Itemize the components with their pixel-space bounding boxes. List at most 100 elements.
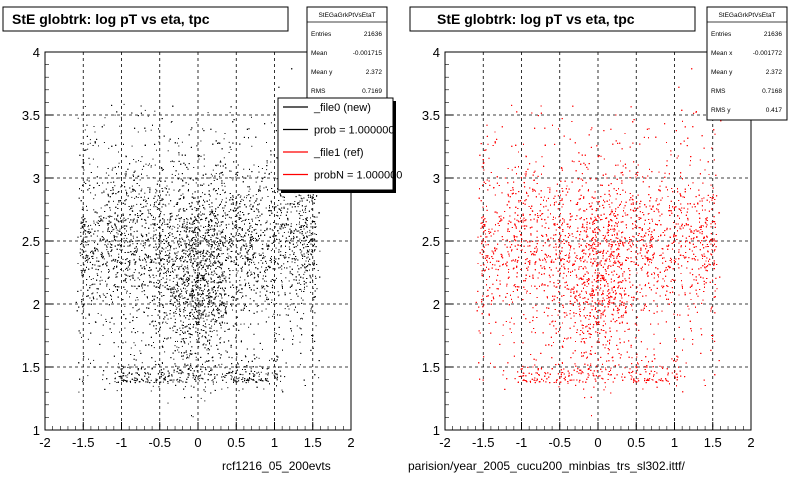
data-point <box>221 363 223 365</box>
data-point <box>135 377 137 379</box>
data-point <box>305 232 307 234</box>
data-point <box>189 230 190 232</box>
data-point <box>168 194 170 196</box>
data-point <box>235 305 237 307</box>
data-point <box>123 237 125 239</box>
data-point <box>100 276 102 278</box>
data-point <box>185 227 187 229</box>
data-point <box>165 247 167 249</box>
data-point <box>216 366 218 368</box>
data-point <box>195 182 197 184</box>
data-point <box>200 296 202 298</box>
data-point <box>177 240 178 242</box>
data-point <box>204 373 206 375</box>
data-point <box>148 213 150 214</box>
data-point <box>193 255 195 256</box>
data-point <box>137 299 139 301</box>
data-point <box>182 180 184 182</box>
data-point <box>120 244 122 246</box>
data-point <box>211 206 213 208</box>
data-point <box>265 207 267 209</box>
data-point <box>84 129 86 131</box>
data-point <box>194 284 196 286</box>
data-point <box>213 373 215 375</box>
data-point <box>200 236 201 238</box>
data-point <box>186 278 187 280</box>
data-point <box>188 357 190 359</box>
data-point <box>199 377 201 379</box>
data-point <box>266 243 268 245</box>
data-point <box>318 377 320 379</box>
data-point <box>184 225 186 227</box>
data-point <box>260 260 262 261</box>
data-point <box>220 327 222 329</box>
data-point <box>90 192 92 194</box>
data-point <box>282 223 284 225</box>
data-point <box>137 131 139 133</box>
data-point <box>110 255 112 257</box>
data-point <box>258 235 259 237</box>
data-point <box>205 313 207 315</box>
data-point <box>201 237 203 239</box>
data-point <box>189 355 190 357</box>
title-box <box>2 6 289 32</box>
data-point <box>224 374 226 376</box>
data-point <box>262 348 263 350</box>
data-point <box>135 250 137 252</box>
data-point <box>119 243 121 245</box>
data-point <box>289 254 291 256</box>
data-point <box>205 229 207 231</box>
data-point <box>84 271 86 273</box>
data-point <box>176 142 178 144</box>
data-point <box>209 211 211 213</box>
data-point <box>274 373 276 374</box>
data-point <box>185 279 187 281</box>
data-point <box>287 240 289 242</box>
data-point <box>201 314 203 316</box>
scatter-points <box>75 68 322 418</box>
data-point <box>316 216 318 218</box>
data-point <box>299 238 301 240</box>
data-point <box>210 345 212 347</box>
data-point <box>192 251 194 253</box>
data-point <box>180 293 182 295</box>
data-point <box>185 302 187 304</box>
data-point <box>279 266 281 268</box>
data-point <box>247 253 249 255</box>
data-point <box>162 374 164 376</box>
data-point <box>184 332 186 334</box>
data-point <box>221 303 223 304</box>
data-point <box>234 376 236 378</box>
data-point <box>253 164 255 166</box>
data-point <box>310 217 311 219</box>
data-point <box>128 251 130 253</box>
data-point <box>243 196 245 198</box>
data-point <box>192 296 194 297</box>
data-point <box>200 305 202 307</box>
data-point <box>304 225 305 226</box>
data-point <box>275 214 277 216</box>
data-point <box>166 255 168 256</box>
data-point <box>195 327 197 329</box>
data-point <box>163 169 164 171</box>
data-point <box>208 252 210 253</box>
data-point <box>135 299 137 301</box>
data-point <box>148 232 150 234</box>
data-point <box>183 221 185 223</box>
data-point <box>109 222 111 224</box>
data-point <box>219 304 221 306</box>
data-point <box>238 390 240 392</box>
data-point <box>249 188 251 190</box>
data-point <box>205 295 207 297</box>
data-point <box>265 222 267 224</box>
data-point <box>309 231 311 233</box>
data-point <box>77 117 79 119</box>
data-point <box>118 162 120 164</box>
data-point <box>163 214 165 216</box>
data-point <box>207 258 209 260</box>
data-point <box>191 230 193 232</box>
data-point <box>208 324 210 325</box>
data-point <box>157 199 158 201</box>
data-point <box>299 341 301 343</box>
